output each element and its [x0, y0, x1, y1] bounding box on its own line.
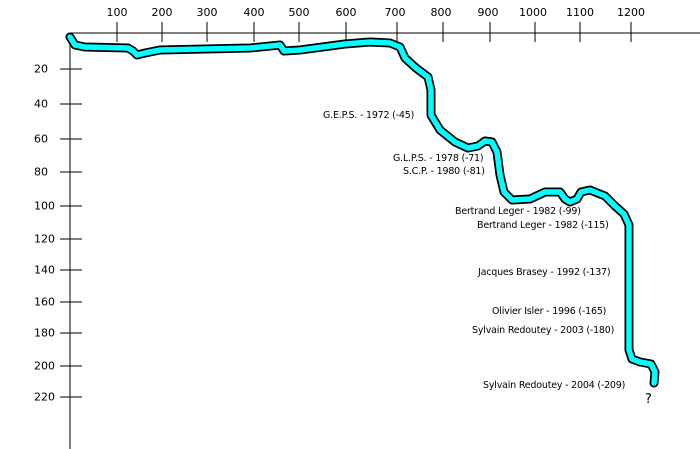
- x-tick-label: 1000: [519, 6, 547, 19]
- x-tick-label: 300: [196, 6, 218, 19]
- x-tick-label: 200: [151, 6, 173, 19]
- x-tick-label: 500: [288, 6, 310, 19]
- y-tick-label: 180: [34, 326, 55, 340]
- y-tick-label: 120: [34, 232, 55, 246]
- annotation: G.L.P.S. - 1978 (-71): [393, 153, 484, 164]
- annotation: Jacques Brasey - 1992 (-137): [478, 267, 611, 278]
- x-tick-label: 700: [384, 6, 406, 19]
- y-tick-label: 200: [34, 359, 55, 373]
- annotation: G.E.P.S. - 1972 (-45): [323, 110, 415, 121]
- x-tick-label: 600: [335, 6, 357, 19]
- y-tick-label: 140: [34, 263, 55, 277]
- x-tick-label: 400: [243, 6, 265, 19]
- annotation: Olivier Isler - 1996 (-165): [492, 306, 607, 317]
- x-tick-label: 100: [106, 6, 128, 19]
- cave-passage: [67, 34, 658, 386]
- annotation: Sylvain Redoutey - 2004 (-209): [483, 380, 626, 391]
- annotation: Sylvain Redoutey - 2003 (-180): [472, 325, 615, 336]
- annotation: S.C.P. - 1980 (-81): [403, 166, 485, 177]
- y-tick-label: 40: [34, 97, 48, 111]
- x-tick-label: 800: [430, 6, 452, 19]
- y-tick-label: 220: [34, 390, 55, 404]
- x-tick-label: 1100: [566, 6, 594, 19]
- x-tick-label: 1200: [617, 6, 645, 19]
- x-tick-label: 900: [477, 6, 499, 19]
- y-tick-label: 80: [34, 165, 48, 179]
- y-tick-label: 60: [34, 132, 48, 146]
- y-tick-label: 160: [34, 295, 55, 309]
- y-tick-label: 20: [34, 62, 48, 76]
- y-tick-label: 100: [34, 199, 55, 213]
- annotation: Bertrand Leger - 1982 (-115): [477, 220, 609, 231]
- annotation: Bertrand Leger - 1982 (-99): [455, 206, 581, 217]
- unknown-continuation-marker: ?: [645, 392, 652, 407]
